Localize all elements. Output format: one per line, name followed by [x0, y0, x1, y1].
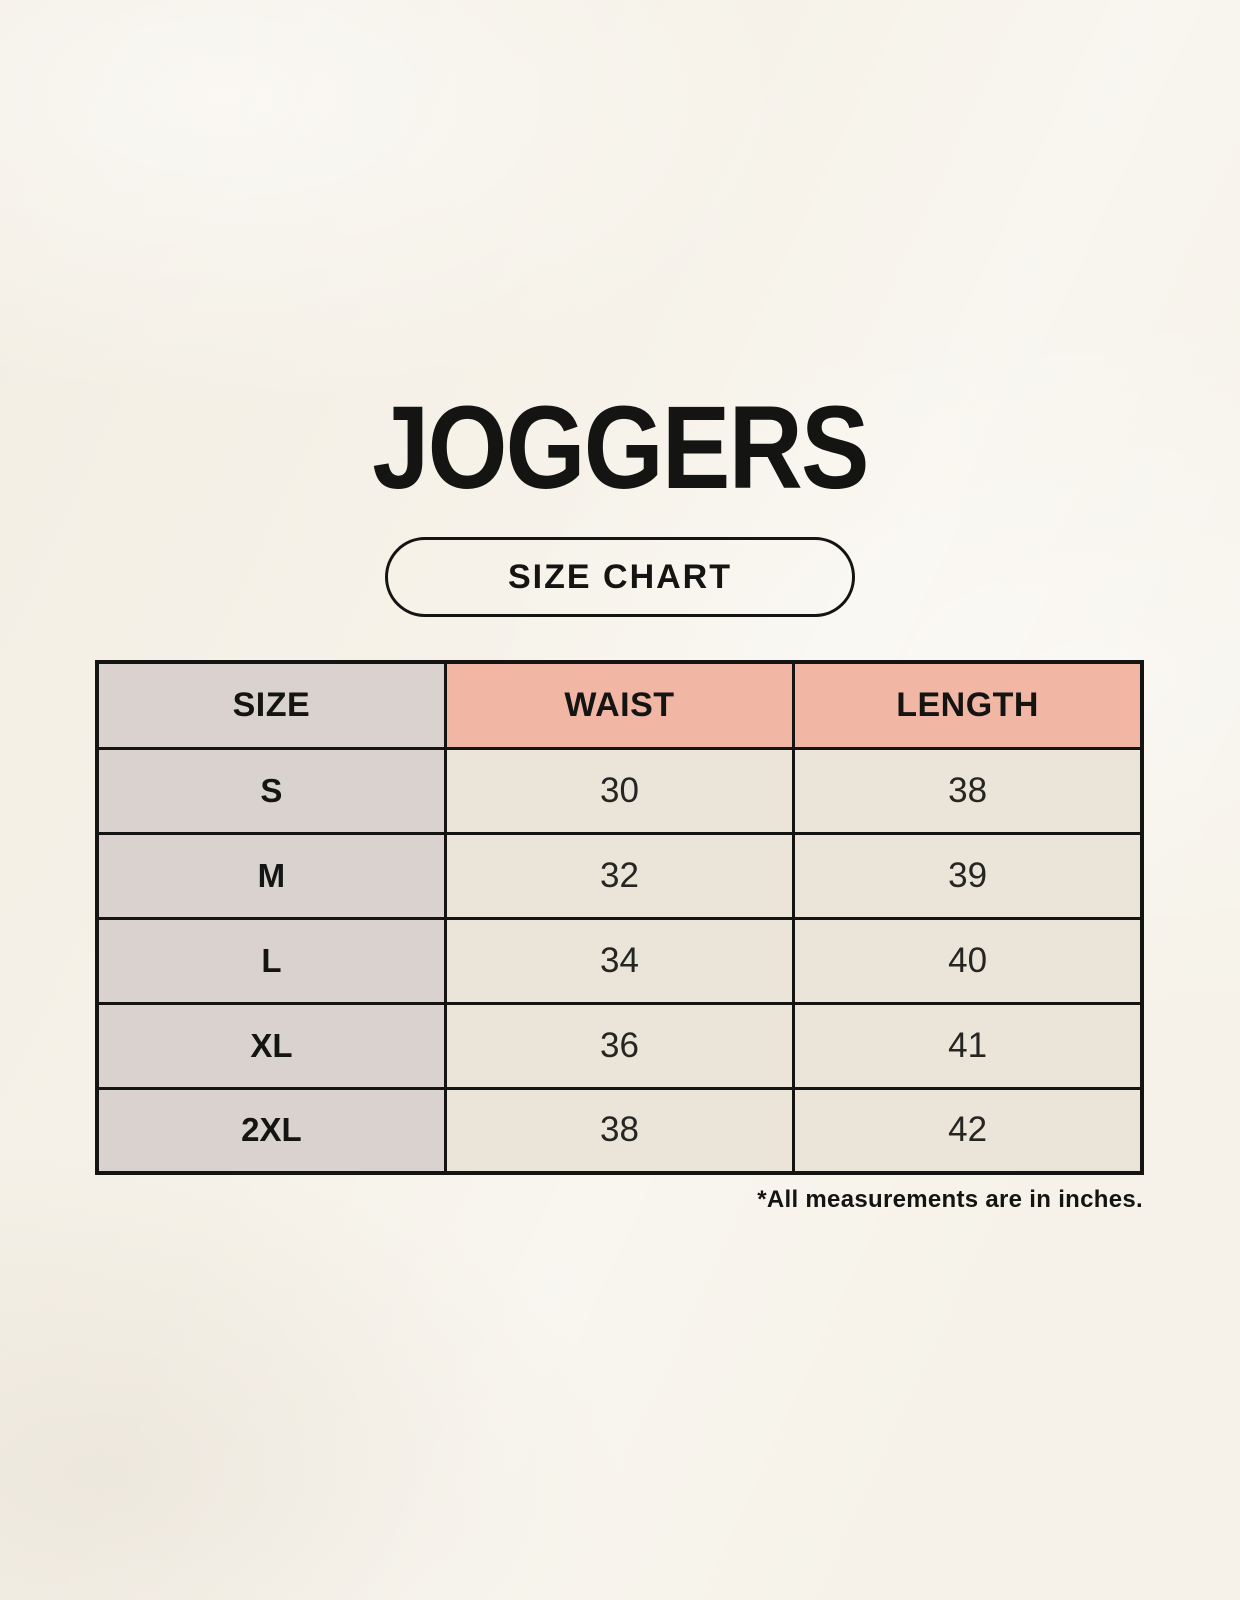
length-value-cell: 41 [792, 1001, 1144, 1090]
size-label-cell: L [95, 916, 447, 1005]
waist-value-cell: 30 [443, 746, 796, 835]
table-header-row: SIZE WAIST LENGTH [95, 660, 1144, 750]
header-cell-waist: WAIST [443, 660, 796, 750]
waist-value-cell: 36 [443, 1001, 796, 1090]
size-chart-badge: SIZE CHART [385, 537, 855, 617]
table-row-l: L 34 40 [95, 916, 1144, 1005]
size-label-cell: 2XL [95, 1086, 447, 1175]
table-row-2xl: 2XL 38 42 [95, 1086, 1144, 1175]
waist-value-cell: 34 [443, 916, 796, 1005]
length-value-cell: 40 [792, 916, 1144, 1005]
header-cell-length: LENGTH [792, 660, 1144, 750]
table-row-s: S 30 38 [95, 746, 1144, 835]
length-value-cell: 38 [792, 746, 1144, 835]
length-value-cell: 39 [792, 831, 1144, 920]
length-value-cell: 42 [792, 1086, 1144, 1175]
page-title: JOGGERS [372, 382, 869, 514]
measurements-footnote: *All measurements are in inches. [757, 1186, 1143, 1213]
waist-value-cell: 32 [443, 831, 796, 920]
size-label-cell: S [95, 746, 447, 835]
waist-value-cell: 38 [443, 1086, 796, 1175]
size-chart-badge-label: SIZE CHART [508, 557, 732, 596]
table-row-m: M 32 39 [95, 831, 1144, 920]
header-cell-size: SIZE [95, 660, 447, 750]
size-chart-table: SIZE WAIST LENGTH S 30 38 M 32 39 L [95, 660, 1144, 1175]
table-row-xl: XL 36 41 [95, 1001, 1144, 1090]
size-label-cell: M [95, 831, 447, 920]
size-label-cell: XL [95, 1001, 447, 1090]
